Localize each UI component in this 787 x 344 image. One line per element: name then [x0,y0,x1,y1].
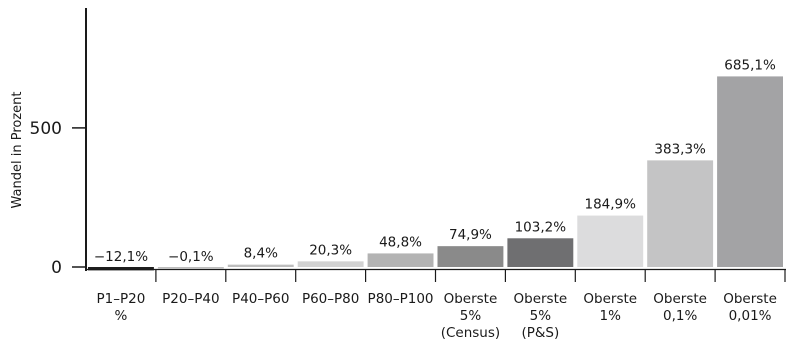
bar [227,264,294,267]
data-label: 48,8% [379,234,422,250]
bar [437,246,504,267]
x-tick-label: Oberste 5% (Census) [441,291,500,341]
bar [367,253,434,267]
x-tick-label: P80–P100 [368,291,434,307]
bar [88,267,154,271]
data-label: 8,4% [244,246,278,262]
data-label: 74,9% [449,227,492,243]
y-axis-label: Wandel in Prozent [10,92,25,209]
bar [647,160,714,267]
value-labels: −12,1% −0,1% 8,4% 20,3% 48,8% 74,9% 103,2% 184,… [94,57,776,265]
data-label: −12,1% [94,249,148,265]
data-label: 20,3% [309,242,352,258]
x-tick-label: Oberste 5% (P&S) [514,291,568,341]
data-label: 103,2% [515,219,567,235]
y-tick-label: 0 [51,258,62,278]
bar [577,215,644,267]
bar [157,267,224,269]
bar [297,261,364,267]
x-axis: P1–P20 % P20–P40 P40–P60 P60–P80 P80–P100 Ober… [86,268,786,341]
data-label: 184,9% [585,197,637,213]
x-tick-label: Oberste 0,1% [653,291,707,324]
x-tick-label: Oberste 1% [583,291,637,324]
x-tick-label: Oberste 0,01% [723,291,777,324]
y-tick-label: 500 [30,119,62,139]
data-label: 685,1% [724,57,776,73]
x-tick-label: P60–P80 [302,291,359,307]
x-tick-label: P40–P60 [232,291,289,307]
bars [88,76,783,271]
data-label: 383,3% [654,141,706,157]
bar [717,76,783,267]
bar [507,238,574,267]
x-tick-label: P20–P40 [162,291,219,307]
y-axis: 0 500 [30,8,87,278]
data-label: −0,1% [168,249,214,265]
x-tick-label: P1–P20% [97,291,146,324]
